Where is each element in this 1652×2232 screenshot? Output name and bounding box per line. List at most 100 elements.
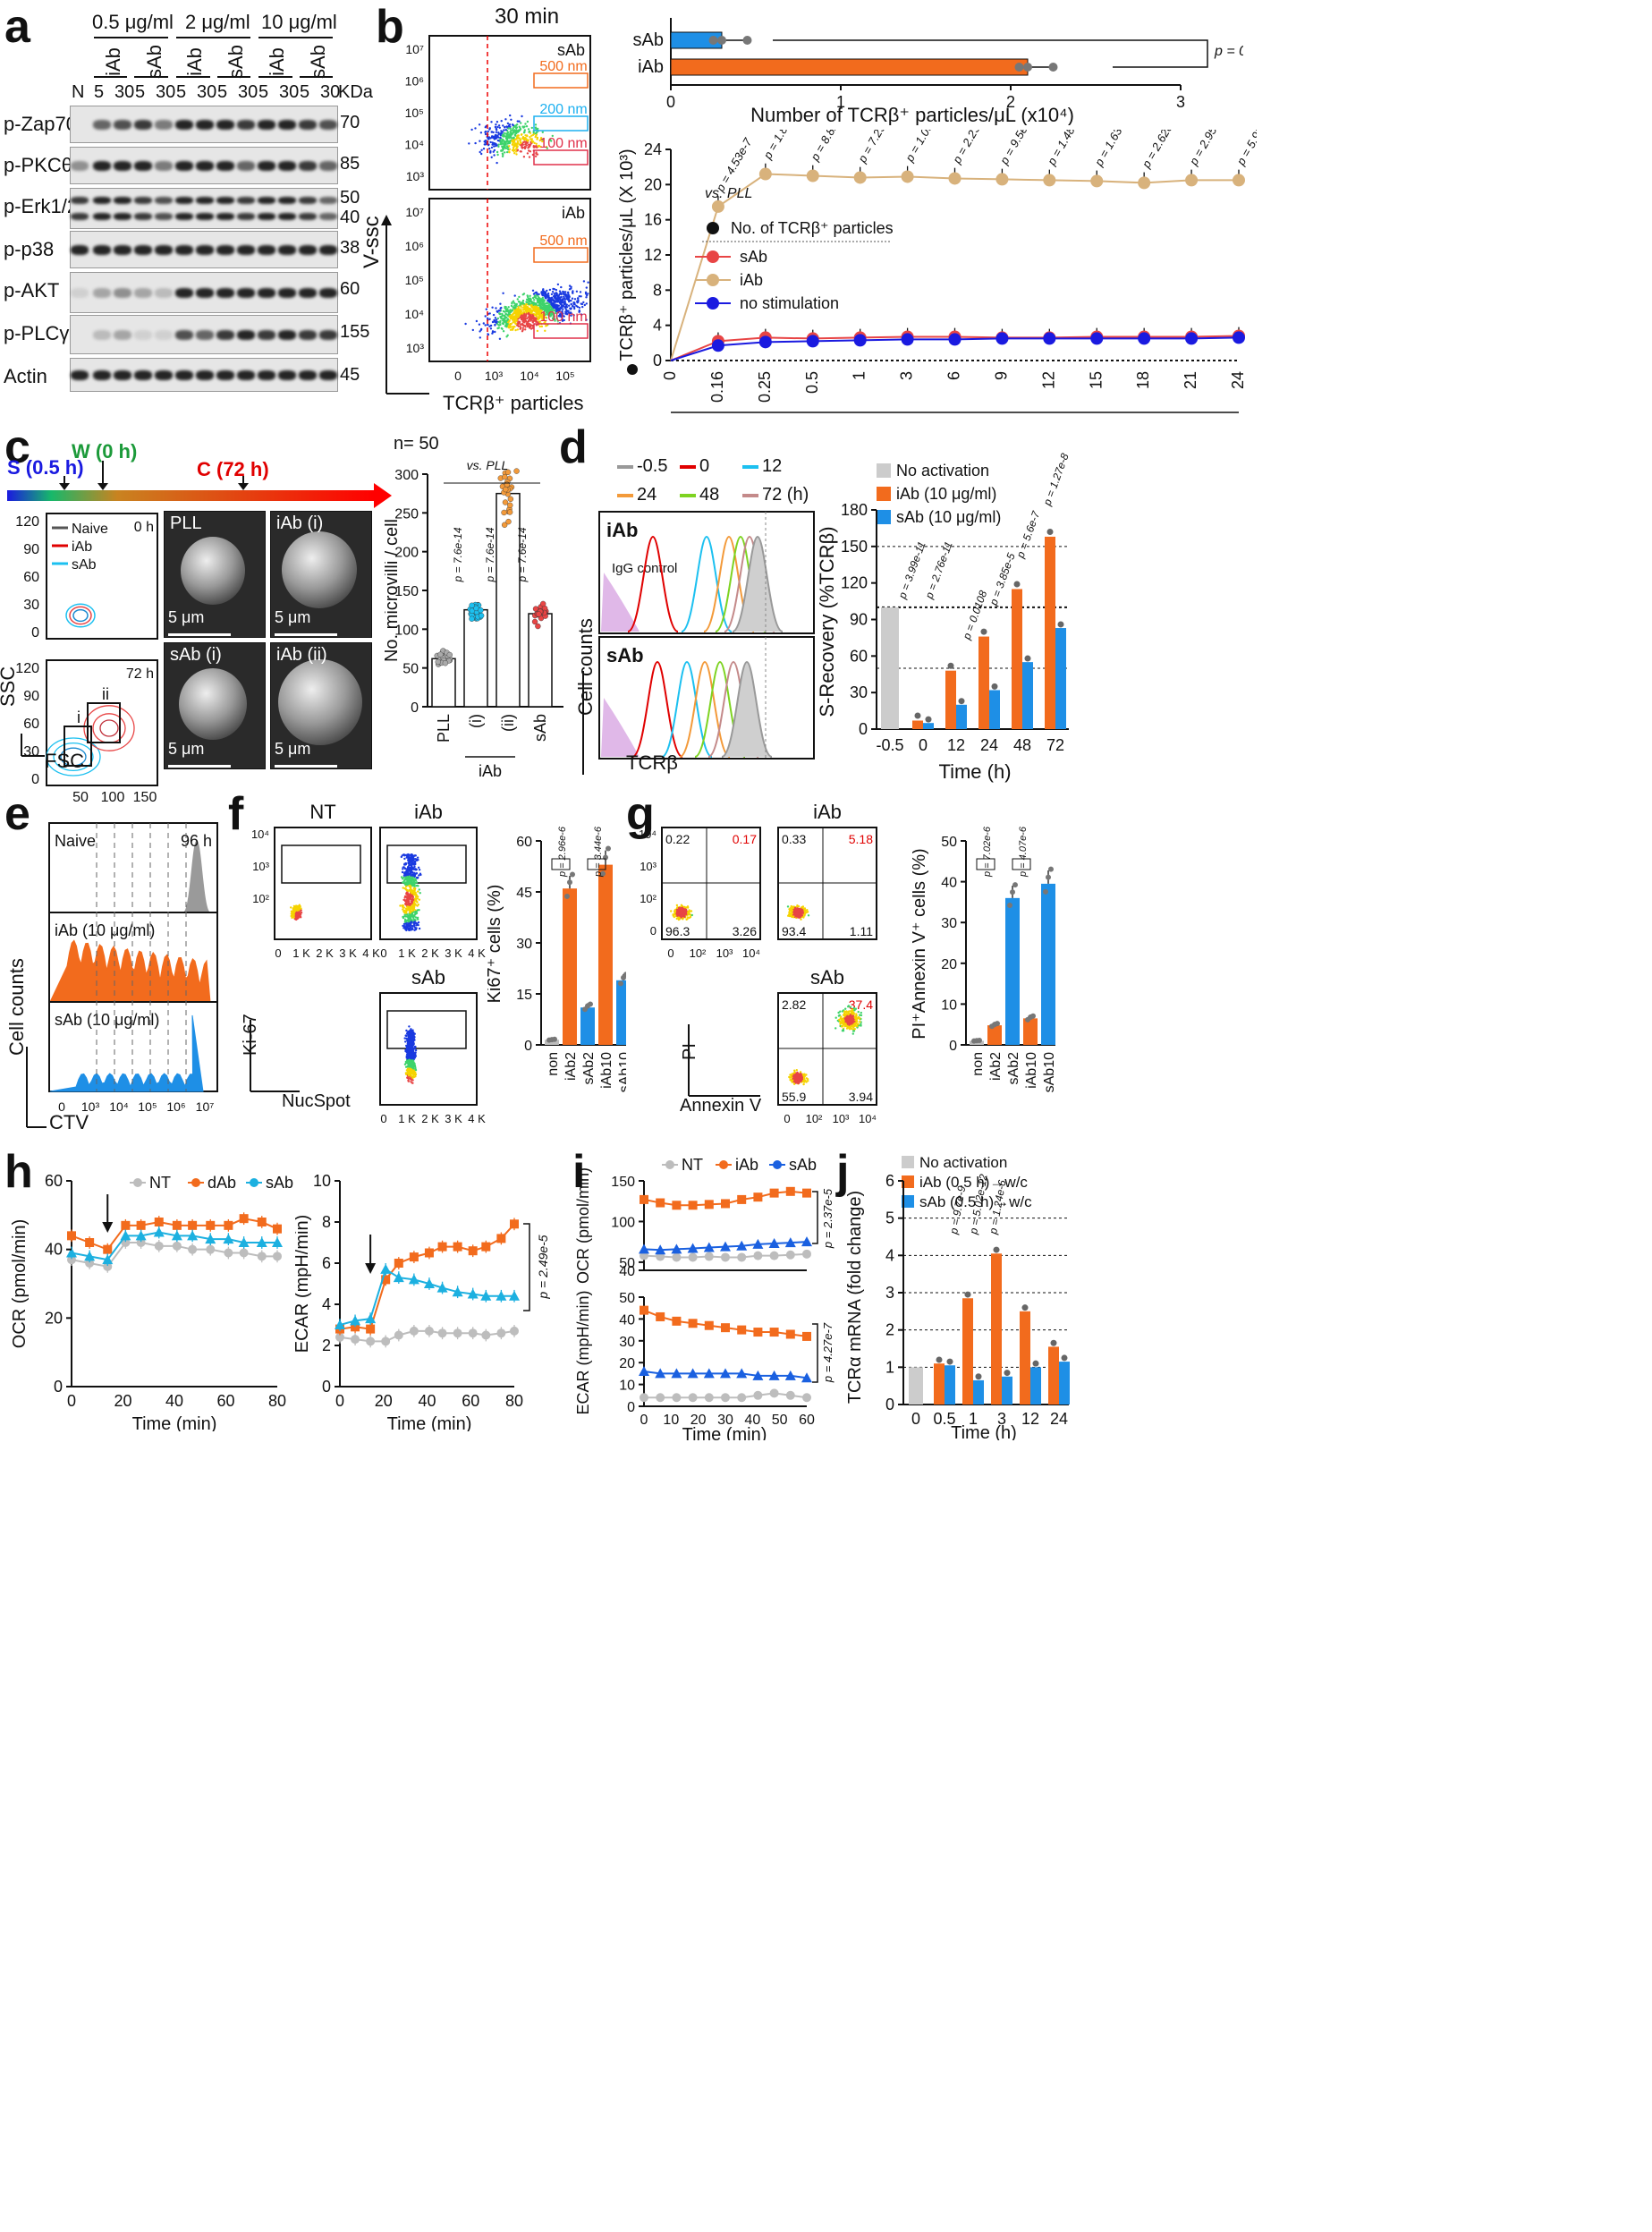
f-facs-dot xyxy=(411,884,414,887)
f-facs-dot xyxy=(411,928,414,930)
blot-band xyxy=(93,245,111,255)
b-facs-dot xyxy=(508,137,511,140)
c-ytick: 30 xyxy=(23,744,39,760)
f-facs-dot xyxy=(409,1065,412,1069)
d-igg-fill xyxy=(601,573,640,632)
b-facs-dot xyxy=(513,132,515,134)
b-facs-dot xyxy=(507,325,510,328)
d-legend-swatch xyxy=(617,465,633,469)
c-chart-vs: vs. PLL xyxy=(467,458,509,472)
b-facs-dot xyxy=(499,134,503,137)
b-gate-label: 500 nm xyxy=(539,59,587,74)
kda-header: KDa xyxy=(338,82,373,102)
d-chart-ytick: 60 xyxy=(850,647,868,665)
g-facs-dot xyxy=(807,1080,809,1082)
d-chart-ytick: 180 xyxy=(841,501,868,519)
f-xtick: 2 K xyxy=(316,946,334,960)
b-facs-dot xyxy=(508,319,511,323)
line-xtick: 24 xyxy=(1229,371,1247,389)
b-facs-dot xyxy=(537,300,540,302)
line-point-nostim xyxy=(1043,332,1056,345)
f-facs-dot xyxy=(402,874,406,878)
line-xtick: 12 xyxy=(1039,371,1057,389)
d-igg-fill xyxy=(601,698,640,757)
b-facs-dot xyxy=(505,335,508,338)
bar-dot xyxy=(708,36,718,45)
blot-band xyxy=(237,330,255,340)
b-facs-dot xyxy=(507,145,511,148)
blot-band xyxy=(155,330,173,340)
b-facs-dot xyxy=(525,298,529,301)
g-quadrant-value: 0.17 xyxy=(733,832,757,846)
b-facs-dot xyxy=(544,293,546,296)
b-facs-dot xyxy=(533,141,536,145)
b-facs-dot xyxy=(493,154,496,157)
b-facs-dot xyxy=(528,149,530,152)
blot-band xyxy=(114,120,131,130)
b-facs-dot xyxy=(491,143,494,146)
line-point-nostim xyxy=(1138,332,1151,345)
blot-band xyxy=(216,120,234,130)
g-facs-dot xyxy=(680,906,682,910)
f-chart-dot xyxy=(588,1001,593,1007)
b-facs-dot xyxy=(516,140,519,142)
f-facs-dot xyxy=(413,1062,416,1065)
b-facs-dot xyxy=(522,132,526,134)
f-xtick: 0 xyxy=(275,946,281,960)
bar-category: iAb xyxy=(638,57,664,77)
blot-band xyxy=(175,197,193,205)
g-facs-dot xyxy=(791,915,793,919)
b-facs-dot xyxy=(539,137,543,140)
d-legend-label: 12 xyxy=(762,456,783,476)
b-facs-dot xyxy=(568,288,572,291)
f-facs-dot xyxy=(411,895,414,898)
b-facs-dot xyxy=(520,133,523,136)
c-chart-dot xyxy=(507,502,513,509)
f-facs-dot xyxy=(409,1068,412,1072)
d-chart-bar-sab xyxy=(1022,662,1033,729)
f-facs-dot xyxy=(412,887,415,890)
c-legend-item: iAb xyxy=(72,539,92,555)
b-facs-dot xyxy=(531,314,534,317)
c-chart-ytick: 150 xyxy=(394,584,419,599)
b-facs-dot xyxy=(522,126,525,129)
c-contour xyxy=(46,737,101,777)
d-chart-bar-iab xyxy=(912,720,923,729)
b-facs-dot xyxy=(538,315,540,318)
legend-marker xyxy=(707,274,719,286)
b-gate-label: 200 nm xyxy=(539,102,587,117)
d-chart-dot xyxy=(925,716,932,723)
f-chart-dot xyxy=(600,870,606,877)
blot-band xyxy=(278,370,296,380)
e-hist-fill xyxy=(49,939,211,1003)
f-facs-dot xyxy=(404,862,408,865)
b-facs-dot xyxy=(496,317,500,320)
f-facs-dot xyxy=(412,859,415,862)
f-facs-dot xyxy=(404,1040,407,1043)
f-facs-dot xyxy=(411,874,414,877)
b-facs-dot xyxy=(515,319,518,322)
b-facs-dot xyxy=(586,294,589,297)
f-facs-dot xyxy=(413,1056,416,1058)
b-facs-dot xyxy=(540,310,543,312)
f-xtick: 1 K xyxy=(398,946,416,960)
b-facs-dot xyxy=(531,289,535,292)
b-facs-dot xyxy=(557,307,560,310)
b-facs-dot xyxy=(488,318,491,320)
f-facs-dot xyxy=(415,912,418,914)
b-facs-dot xyxy=(492,131,495,134)
b-facs-dot xyxy=(525,313,528,316)
blot-kda-value: 70 xyxy=(340,113,360,132)
b-facs-dot xyxy=(520,305,522,309)
b-xtick: 10⁴ xyxy=(520,369,539,383)
f-xtick: 0 xyxy=(380,1112,386,1125)
blot-row-label: p-AKT xyxy=(4,279,60,301)
f-facs-dot xyxy=(408,885,411,887)
b-facs-dot xyxy=(504,325,507,327)
f-facs-dot xyxy=(405,853,408,857)
b-facs-dot xyxy=(561,319,564,322)
c-chart-n: n= 50 xyxy=(394,434,439,454)
d-chart-pvalue: p = 5.6e-7 xyxy=(1013,508,1043,560)
d-chart-bar-sab xyxy=(989,690,1000,729)
f-facs-dot xyxy=(411,1059,414,1062)
